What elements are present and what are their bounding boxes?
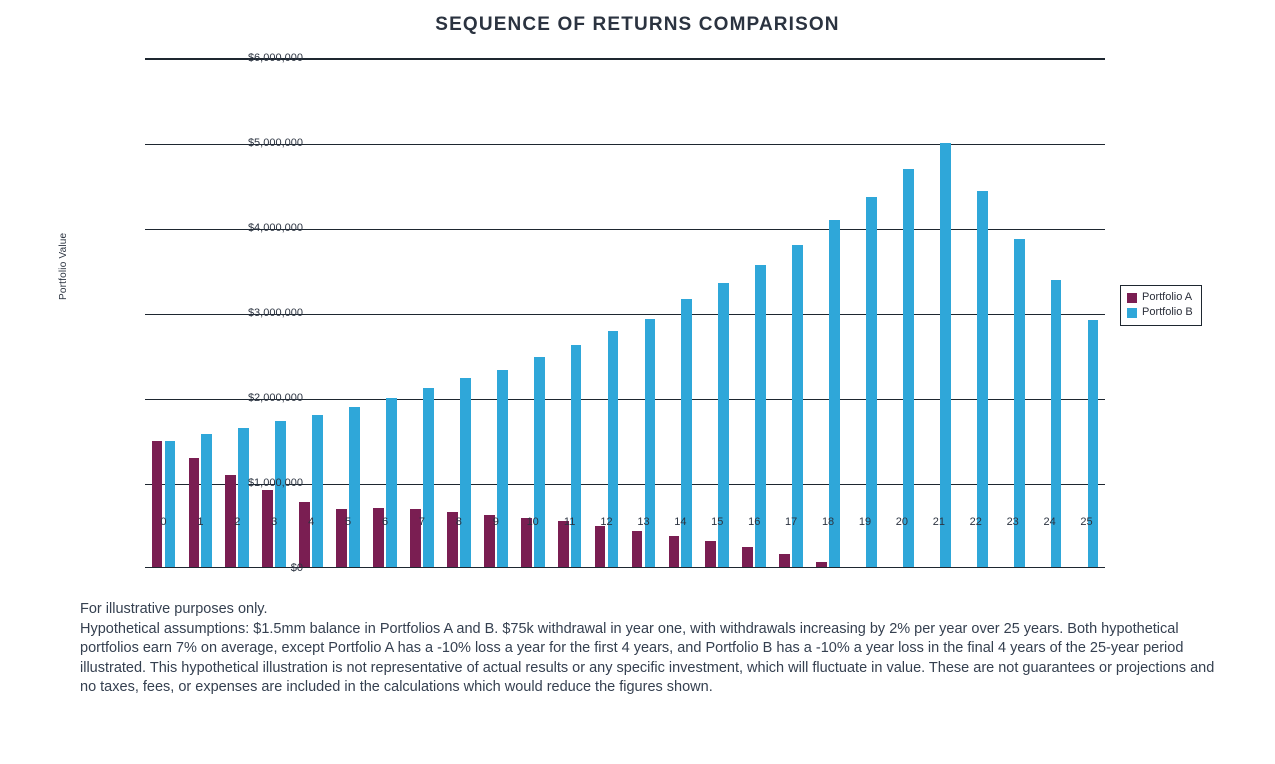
x-tick-label: 4 [308, 516, 314, 528]
legend-label-a: Portfolio A [1142, 290, 1192, 305]
y-tick-label: $0 [291, 562, 303, 574]
x-tick-label: 14 [674, 516, 686, 528]
x-tick-label: 8 [456, 516, 462, 528]
x-tick-label: 11 [564, 516, 575, 528]
bar-portfolio-b [460, 378, 471, 568]
bar-portfolio-b [423, 388, 434, 568]
y-tick-label: $1,000,000 [248, 477, 303, 489]
legend-item-portfolio-b: Portfolio B [1127, 305, 1193, 320]
y-tick-label: $2,000,000 [248, 392, 303, 404]
bar-portfolio-b [312, 415, 323, 568]
x-tick-label: 21 [933, 516, 945, 528]
legend: Portfolio A Portfolio B [1120, 285, 1202, 326]
x-tick-label: 7 [419, 516, 425, 528]
bar-portfolio-b [608, 331, 619, 568]
x-tick-label: 25 [1080, 516, 1092, 528]
legend-swatch-a [1127, 293, 1137, 303]
x-tick-label: 22 [970, 516, 982, 528]
bar-portfolio-b [977, 191, 988, 568]
x-tick-label: 3 [271, 516, 277, 528]
x-tick-label: 18 [822, 516, 834, 528]
x-tick-label: 16 [748, 516, 760, 528]
bar-portfolio-b [903, 169, 914, 569]
bar-portfolio-b [534, 357, 545, 568]
bar-portfolio-b [1088, 320, 1099, 568]
bar-portfolio-a [299, 502, 310, 568]
footnote-body: Hypothetical assumptions: $1.5mm balance… [80, 620, 1215, 698]
x-tick-label: 2 [234, 516, 240, 528]
bar-portfolio-b [645, 319, 656, 568]
bar-portfolio-a [669, 536, 680, 568]
y-tick-label: $4,000,000 [248, 222, 303, 234]
x-tick-label: 17 [785, 516, 797, 528]
x-tick-label: 5 [345, 516, 351, 528]
bar-portfolio-b [866, 197, 877, 568]
x-tick-label: 10 [527, 516, 539, 528]
x-tick-label: 24 [1043, 516, 1055, 528]
bar-portfolio-b [165, 441, 176, 569]
x-tick-label: 9 [493, 516, 499, 528]
x-tick-label: 6 [382, 516, 388, 528]
bar-portfolio-b [275, 421, 286, 568]
bar-portfolio-b [238, 428, 249, 568]
bar-portfolio-b [349, 407, 360, 569]
bar-portfolio-b [386, 398, 397, 568]
x-tick-label: 20 [896, 516, 908, 528]
chart-title: SEQUENCE OF RETURNS COMPARISON [0, 0, 1275, 36]
y-tick-label: $3,000,000 [248, 307, 303, 319]
legend-item-portfolio-a: Portfolio A [1127, 290, 1193, 305]
y-axis-label: Portfolio Value [58, 233, 69, 300]
bar-portfolio-a [595, 526, 606, 568]
legend-label-b: Portfolio B [1142, 305, 1193, 320]
bar-portfolio-a [632, 531, 643, 568]
x-tick-label: 12 [600, 516, 612, 528]
chart-figure: SEQUENCE OF RETURNS COMPARISON Portfolio… [0, 0, 1275, 764]
y-tick-label: $5,000,000 [248, 137, 303, 149]
bar-portfolio-a [705, 541, 716, 568]
bar-portfolio-a [742, 547, 753, 568]
bar-portfolio-a [558, 521, 569, 568]
bar-portfolio-a [189, 458, 200, 569]
x-tick-label: 13 [637, 516, 649, 528]
legend-swatch-b [1127, 308, 1137, 318]
y-tick-label: $6,000,000 [248, 52, 303, 64]
bar-portfolio-b [497, 370, 508, 568]
bar-portfolio-a [262, 490, 273, 568]
bar-portfolio-b [940, 143, 951, 568]
bar-portfolio-a [779, 554, 790, 568]
bar-portfolio-b [571, 345, 582, 568]
bar-portfolio-a [152, 441, 163, 569]
x-tick-label: 19 [859, 516, 871, 528]
x-tick-label: 0 [160, 516, 166, 528]
footnote: For illustrative purposes only. Hypothet… [80, 600, 1215, 698]
x-tick-label: 15 [711, 516, 723, 528]
footnote-line1: For illustrative purposes only. [80, 600, 1215, 620]
x-tick-label: 23 [1007, 516, 1019, 528]
bar-portfolio-b [201, 434, 212, 568]
x-tick-label: 1 [197, 516, 203, 528]
